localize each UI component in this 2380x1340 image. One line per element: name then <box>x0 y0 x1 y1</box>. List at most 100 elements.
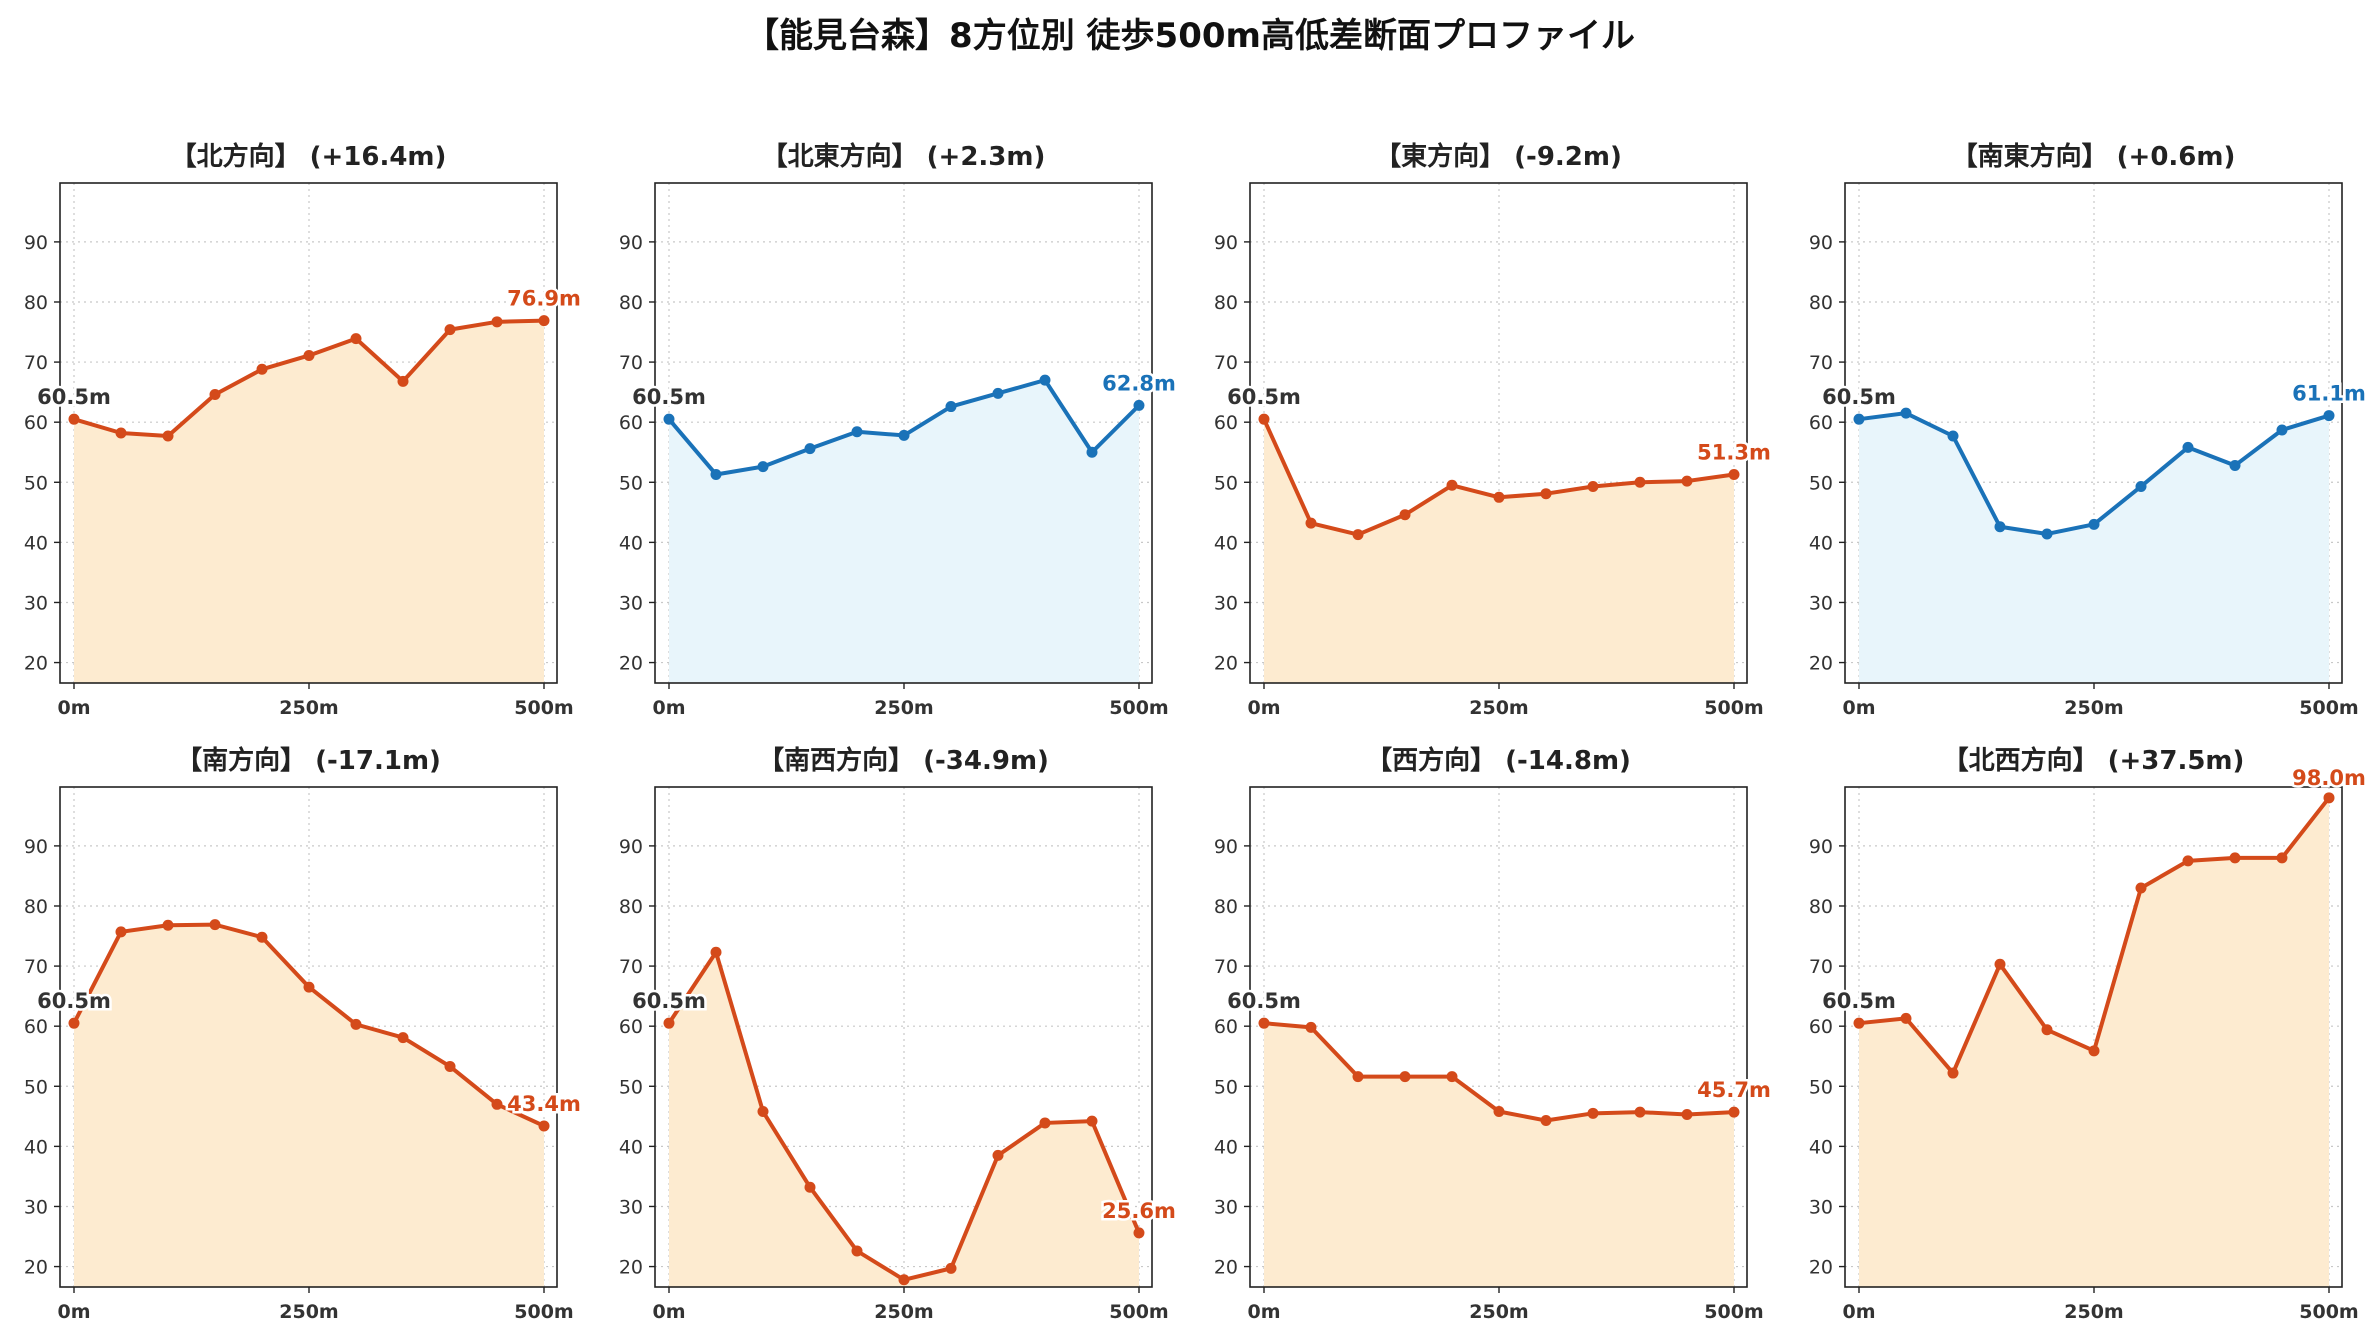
x-tick-label: 0m <box>1247 697 1280 719</box>
data-point <box>992 1149 1004 1161</box>
y-tick-label: 90 <box>1214 232 1238 254</box>
data-point <box>2182 855 2194 867</box>
profile-chart-2: 【北東方向】 (+2.3m) 20 30 40 50 60 70 80 90 0m 250m 500m… <box>619 141 1179 719</box>
chart-title: 【西方向】 (-14.8m) <box>1366 745 1631 776</box>
data-point <box>851 1245 863 1257</box>
data-point <box>945 401 957 413</box>
data-point <box>2041 528 2053 540</box>
x-tick-label: 500m <box>1704 697 1763 719</box>
y-tick-label: 20 <box>24 653 48 675</box>
data-point <box>1086 446 1098 458</box>
y-tick-label: 60 <box>1809 1016 1833 1038</box>
x-tick-label: 250m <box>874 697 933 719</box>
data-point <box>2323 410 2335 422</box>
data-point <box>1086 1115 1098 1127</box>
y-tick-label: 80 <box>24 896 48 918</box>
data-point <box>1446 1071 1458 1083</box>
y-tick-label: 40 <box>24 532 48 554</box>
y-tick-label: 70 <box>1809 956 1833 978</box>
x-tick-label: 0m <box>1842 1301 1875 1323</box>
y-tick-label: 20 <box>619 653 643 675</box>
area-fill <box>669 952 1139 1287</box>
y-tick-label: 30 <box>1214 1196 1238 1218</box>
y-tick-label: 20 <box>1809 1257 1833 1279</box>
area-fill <box>1264 1023 1734 1287</box>
y-tick-label: 50 <box>1214 472 1238 494</box>
start-value-label: 60.5m <box>632 989 706 1013</box>
data-point <box>1133 1227 1145 1239</box>
data-point <box>2182 441 2194 453</box>
x-tick-label: 500m <box>1109 697 1168 719</box>
x-tick-label: 0m <box>57 1301 90 1323</box>
start-value-label: 60.5m <box>37 385 111 409</box>
chart-title: 【東方向】 (-9.2m) <box>1375 141 1622 172</box>
data-point <box>1446 479 1458 491</box>
x-tick-label: 250m <box>874 1301 933 1323</box>
y-tick-label: 40 <box>24 1136 48 1158</box>
data-point <box>1994 958 2006 970</box>
data-point <box>2276 852 2288 864</box>
y-tick-label: 40 <box>1214 532 1238 554</box>
data-point <box>491 1098 503 1110</box>
data-point <box>1587 480 1599 492</box>
data-point <box>804 1181 816 1193</box>
data-point <box>350 333 362 345</box>
end-value-label: 76.9m <box>507 287 581 311</box>
data-point <box>1853 413 1865 425</box>
start-value-label: 60.5m <box>1822 989 1896 1013</box>
data-point <box>1540 488 1552 500</box>
end-value-label: 43.4m <box>507 1092 581 1116</box>
x-tick-label: 250m <box>279 697 338 719</box>
y-tick-label: 70 <box>1214 956 1238 978</box>
data-point <box>1258 1017 1270 1029</box>
y-tick-label: 80 <box>1809 292 1833 314</box>
end-value-label: 62.8m <box>1102 371 1176 395</box>
data-point <box>162 919 174 931</box>
profile-chart-8: 【北西方向】 (+37.5m) 20 30 40 50 60 70 80 90 0m 250m 500… <box>1809 745 2369 1323</box>
start-value-label: 60.5m <box>632 385 706 409</box>
x-tick-label: 250m <box>2064 697 2123 719</box>
data-point <box>115 427 127 439</box>
data-point <box>1399 1071 1411 1083</box>
data-point <box>898 1274 910 1286</box>
y-tick-label: 80 <box>619 292 643 314</box>
y-tick-label: 60 <box>1214 412 1238 434</box>
y-tick-label: 50 <box>24 472 48 494</box>
data-point <box>1133 399 1145 411</box>
x-tick-label: 0m <box>1247 1301 1280 1323</box>
y-tick-label: 70 <box>1809 352 1833 374</box>
data-point <box>1900 1012 1912 1024</box>
y-tick-label: 50 <box>619 1076 643 1098</box>
y-tick-label: 60 <box>619 412 643 434</box>
x-tick-label: 500m <box>2299 697 2358 719</box>
data-point <box>1947 430 1959 442</box>
end-value-label: 25.6m <box>1102 1199 1176 1223</box>
data-point <box>1258 413 1270 425</box>
x-tick-label: 0m <box>652 1301 685 1323</box>
y-tick-label: 60 <box>24 1016 48 1038</box>
data-point <box>209 919 221 931</box>
y-tick-label: 30 <box>1809 1196 1833 1218</box>
data-point <box>115 926 127 938</box>
data-point <box>350 1018 362 1030</box>
y-tick-label: 40 <box>1809 532 1833 554</box>
y-tick-label: 40 <box>619 532 643 554</box>
profile-chart-5: 【南方向】 (-17.1m) 20 30 40 50 60 70 80 90 0m 250m 500m… <box>24 745 584 1323</box>
chart-title: 【南西方向】 (-34.9m) <box>758 745 1049 776</box>
data-point <box>303 349 315 361</box>
data-point <box>710 946 722 958</box>
x-tick-label: 0m <box>1842 697 1875 719</box>
data-point <box>2229 852 2241 864</box>
profile-chart-3: 【東方向】 (-9.2m) 20 30 40 50 60 70 80 90 0m 250m 500m 6… <box>1214 141 1774 719</box>
area-fill <box>1859 413 2329 683</box>
profile-chart-4: 【南東方向】 (+0.6m) 20 30 40 50 60 70 80 90 0m 250m 500m… <box>1809 141 2369 719</box>
data-point <box>1493 491 1505 503</box>
chart-title: 【北東方向】 (+2.3m) <box>762 141 1046 172</box>
y-tick-label: 30 <box>24 592 48 614</box>
data-point <box>2135 882 2147 894</box>
y-tick-label: 70 <box>619 352 643 374</box>
y-tick-label: 90 <box>24 836 48 858</box>
y-tick-label: 90 <box>24 232 48 254</box>
y-tick-label: 20 <box>24 1257 48 1279</box>
